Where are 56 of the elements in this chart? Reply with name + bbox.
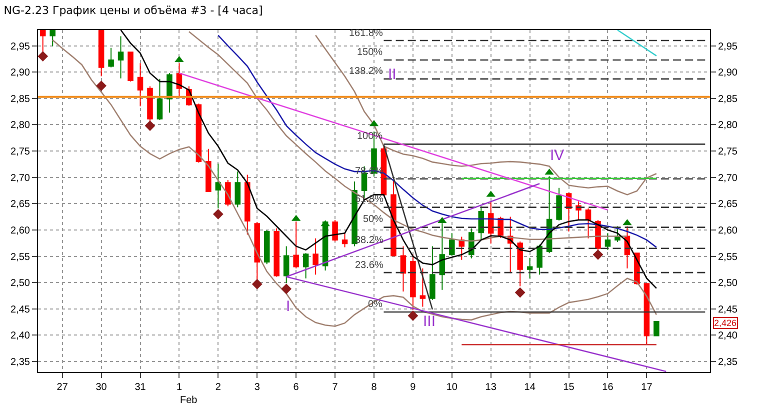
y-tick-label: 2,60 [10,225,30,236]
y2-tick-label: 2,40 [718,330,738,342]
y2-tick-label: 2,70 [718,172,738,184]
x-tick-label: 31 [134,382,146,393]
y2-tick-label: 2,55 [718,252,738,263]
y-tick-label: 2,55 [10,252,30,263]
y-tick-label: 2,40 [10,330,30,342]
x-tick-label: 15 [563,382,575,393]
y-tick-label: 2,90 [10,68,30,79]
x-tick-label: 9 [410,382,416,393]
x-tick-label: 8 [371,382,378,393]
y-tick-label: 2,85 [10,94,30,105]
series-label: 150% [357,47,383,58]
y2-tick-label: 2,95 [718,41,738,52]
annotation: IV [550,147,564,164]
y2-tick-label: 2,50 [718,278,738,290]
y2-tick-label: 2,75 [718,146,738,158]
y-tick-label: 2,70 [10,172,30,184]
text: Feb [180,395,198,406]
y-tick-label: 2,80 [10,120,30,132]
series-label: 23.6% [355,260,384,271]
series-label: 161.8% [349,28,384,39]
y-tick-label: 2,45 [10,304,30,316]
y2-tick-label: 2,85 [718,94,738,105]
y-tick-label: 2,50 [10,278,30,290]
x-tick-label: 2 [215,382,222,393]
y2-tick-label: 2,80 [718,120,738,132]
series-label: 50% [363,214,384,225]
chart-title: NG-2.23 График цены и объёма #3 - [4 часа] [4,4,263,17]
x-tick-label: 13 [485,382,497,393]
x-tick-label: 10 [446,382,458,393]
x-tick-label: 30 [96,382,108,393]
annotation: III [423,313,436,330]
y-tick-label: 2,75 [10,146,30,158]
y-tick-label: 2,65 [10,199,30,210]
x-tick-label: 14 [524,382,536,393]
x-tick-label: 27 [56,382,68,393]
x-tick-label: 3 [254,382,260,393]
text: 2,426 [714,318,737,328]
series-label: 0% [368,299,383,310]
x-tick-label: 17 [641,382,653,393]
x-tick-label: 7 [332,382,338,393]
x-tick-label: 6 [293,382,300,393]
x-tick-label: 1 [176,382,182,393]
series-label: 138.2% [349,66,384,77]
y-tick-label: 2,35 [10,356,30,368]
y2-tick-label: 2,60 [718,225,738,236]
y2-tick-label: 2,45 [718,304,738,316]
y-tick-label: 2,95 [10,41,30,52]
series-label: 78.6% [355,166,384,177]
y2-tick-label: 2,90 [718,68,738,79]
y2-tick-label: 2,65 [718,199,738,210]
annotation: II [388,66,396,83]
y2-tick-label: 2,35 [718,356,738,368]
annotation: I [286,298,290,315]
x-tick-label: 16 [602,382,614,393]
